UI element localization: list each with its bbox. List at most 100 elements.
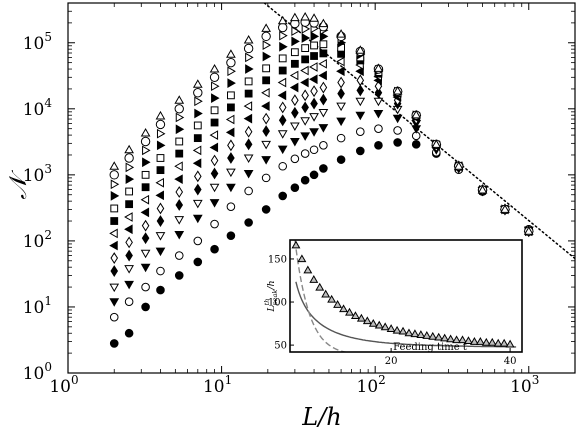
- data-point: [278, 191, 288, 201]
- y-tick-label-base: 10: [23, 34, 45, 54]
- data-point: [243, 35, 254, 44]
- data-point: [174, 104, 184, 114]
- inset-data-point: [339, 304, 349, 313]
- y-tick-label: 105: [23, 30, 52, 54]
- y-tick-label: 104: [23, 96, 53, 120]
- data-point: [244, 138, 253, 151]
- data-point: [431, 139, 442, 148]
- inset-data-point: [452, 335, 462, 344]
- data-point: [318, 58, 327, 69]
- data-point: [156, 166, 165, 175]
- data-point: [291, 106, 299, 119]
- inset-y-label-var: L: [266, 305, 277, 312]
- data-point: [125, 236, 133, 249]
- data-point: [226, 231, 236, 240]
- data-point: [156, 140, 166, 151]
- inset-data-point: [416, 330, 426, 338]
- inset-data-point: [362, 316, 372, 325]
- data-point: [374, 124, 383, 133]
- data-point: [125, 174, 135, 185]
- data-point: [243, 169, 254, 179]
- inset-data-point: [368, 318, 378, 327]
- data-point: [225, 127, 235, 138]
- inset-series-0: [291, 240, 515, 348]
- series-10: [110, 31, 534, 237]
- data-point: [318, 18, 329, 28]
- data-point: [261, 87, 270, 98]
- data-point: [355, 66, 364, 77]
- inset-data-point: [309, 275, 319, 283]
- data-point: [175, 186, 184, 198]
- data-point: [300, 132, 311, 141]
- data-point: [300, 117, 311, 126]
- inset-data-point: [440, 333, 450, 342]
- data-point: [393, 126, 402, 135]
- y-tick-label-exp: 4: [44, 96, 52, 110]
- data-point: [155, 247, 166, 257]
- data-point: [278, 114, 287, 127]
- data-point: [109, 170, 119, 180]
- inset-data-point: [434, 332, 444, 341]
- data-point: [319, 141, 328, 150]
- data-point: [277, 130, 288, 139]
- inset-data-point: [458, 335, 467, 344]
- data-point: [141, 183, 150, 192]
- y-tick-label-exp: 5: [44, 30, 52, 44]
- y-tick-label-base: 10: [23, 166, 45, 186]
- data-point: [374, 141, 383, 150]
- data-point: [411, 109, 422, 119]
- data-point: [156, 154, 165, 162]
- data-point: [226, 49, 236, 58]
- inset-fit-solid: [295, 281, 517, 348]
- data-point: [301, 44, 310, 53]
- data-point: [262, 51, 272, 62]
- data-point: [227, 91, 235, 100]
- data-point: [156, 202, 165, 215]
- data-point: [140, 263, 151, 273]
- data-point: [110, 179, 120, 190]
- data-point: [192, 214, 203, 224]
- data-point: [226, 183, 236, 193]
- data-point: [453, 161, 464, 170]
- data-point: [261, 156, 271, 165]
- data-point: [309, 62, 318, 72]
- y-tick-label-exp: 2: [44, 228, 52, 242]
- data-point: [209, 64, 220, 73]
- data-point: [300, 77, 309, 88]
- data-point: [124, 297, 134, 307]
- data-point: [174, 174, 183, 185]
- inset-data-point: [327, 294, 337, 303]
- data-point: [279, 30, 288, 41]
- data-point: [243, 113, 253, 124]
- data-point: [156, 215, 165, 227]
- inset-data-point: [463, 336, 473, 344]
- data-point: [141, 170, 150, 179]
- x-tick-label-base: 10: [203, 377, 225, 397]
- inset-x-tick-label: 20: [385, 356, 398, 367]
- data-point: [110, 265, 119, 277]
- data-point: [125, 187, 134, 196]
- data-point: [174, 216, 185, 225]
- data-point: [291, 26, 300, 36]
- inset-data-point: [499, 338, 509, 347]
- data-point: [290, 48, 299, 57]
- x-tick-label-exp: 1: [225, 373, 233, 387]
- data-point: [209, 130, 219, 140]
- data-point: [393, 138, 402, 147]
- data-point: [261, 140, 271, 150]
- data-point: [290, 183, 300, 192]
- data-point: [109, 161, 120, 170]
- data-point: [140, 194, 150, 205]
- data-point: [319, 49, 328, 58]
- data-point: [261, 23, 271, 32]
- inset-data-point: [380, 322, 390, 331]
- inset-markers: [291, 240, 515, 348]
- data-point: [336, 133, 346, 143]
- inset-data-point: [469, 337, 479, 345]
- x-tick-label-base: 10: [49, 377, 71, 397]
- data-point: [174, 95, 185, 104]
- data-point: [141, 282, 150, 292]
- data-point: [336, 155, 346, 164]
